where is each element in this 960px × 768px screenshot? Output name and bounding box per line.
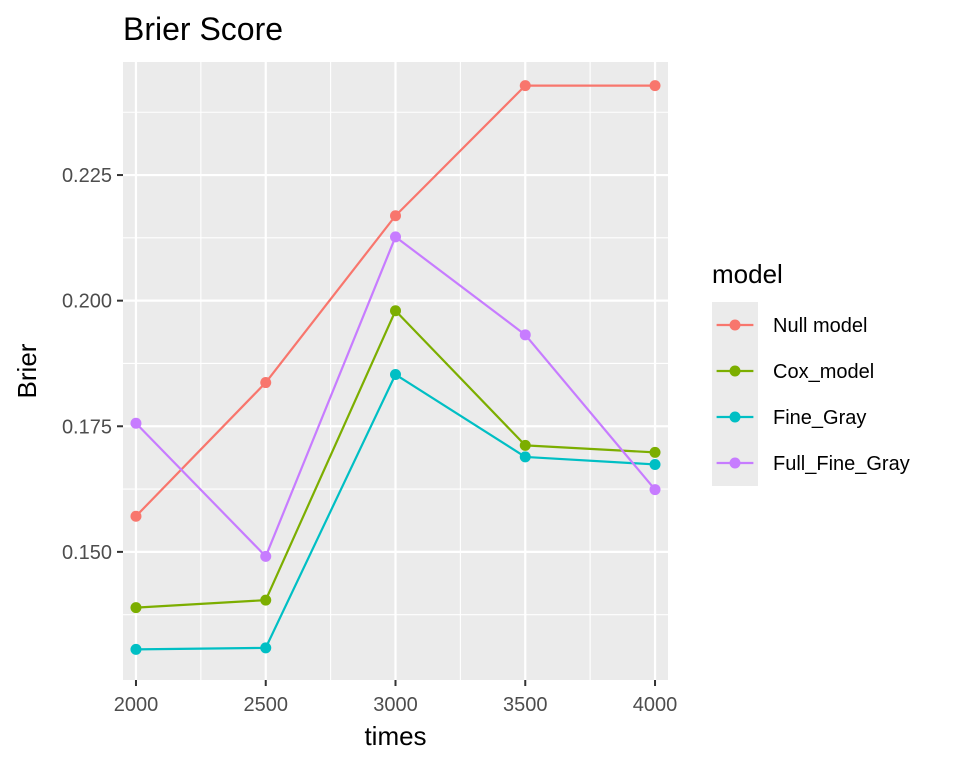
legend-label-cox-model: Cox_model — [773, 361, 874, 383]
y-tick-label: 0.225 — [62, 165, 112, 187]
legend-key-background — [712, 302, 758, 486]
data-point-null-model — [260, 377, 272, 389]
major-gridlines — [123, 62, 668, 680]
data-point-fine-gray — [649, 458, 661, 470]
data-point-null-model — [519, 80, 531, 92]
data-point-cox-model — [519, 439, 531, 451]
x-axis-title: times — [364, 721, 426, 751]
y-tick-label: 0.175 — [62, 416, 112, 438]
x-tick-label: 3000 — [373, 694, 418, 716]
data-point-fine-gray — [260, 642, 272, 654]
legend-label-null-model: Null model — [773, 315, 867, 337]
legend-key-point-cox-model — [729, 365, 741, 377]
series-points — [130, 80, 661, 655]
legend-key-point-fine-gray — [729, 411, 741, 423]
data-point-fine-gray — [130, 643, 142, 655]
data-point-null-model — [649, 80, 661, 92]
x-tick-label: 4000 — [633, 694, 678, 716]
chart-title: Brier Score — [123, 11, 283, 47]
legend-label-full-fine-gray: Full_Fine_Gray — [773, 453, 910, 475]
data-point-null-model — [390, 210, 401, 222]
legend-key-point-null-model — [729, 319, 741, 331]
y-axis-tick-labels: 0.150 0.175 0.200 0.225 — [62, 165, 112, 564]
data-point-full-fine-gray — [390, 231, 401, 243]
data-point-full-fine-gray — [519, 329, 531, 341]
legend-label-fine-gray: Fine_Gray — [773, 407, 866, 429]
data-point-cox-model — [390, 305, 401, 317]
data-point-fine-gray — [519, 451, 531, 463]
data-point-cox-model — [260, 594, 272, 606]
y-axis-title: Brier — [12, 343, 42, 398]
y-tick-label: 0.200 — [62, 291, 112, 313]
data-point-full-fine-gray — [130, 417, 142, 429]
x-tick-label: 3500 — [503, 694, 548, 716]
data-point-cox-model — [649, 446, 661, 458]
data-point-fine-gray — [390, 369, 401, 381]
y-tick-label: 0.150 — [62, 542, 112, 564]
legend-title: model — [712, 259, 783, 289]
data-point-full-fine-gray — [260, 550, 272, 562]
data-point-null-model — [130, 510, 142, 522]
legend-key-point-full-fine-gray — [729, 457, 741, 469]
legend-items: Null model Cox_model Fine_Gray Full_Fine_Gr… — [716, 315, 910, 475]
x-tick-label: 2000 — [114, 694, 159, 716]
data-point-full-fine-gray — [649, 484, 661, 496]
x-axis-tick-labels: 2000 2500 3000 3500 4000 — [114, 694, 678, 716]
data-point-cox-model — [130, 602, 142, 614]
x-tick-label: 2500 — [243, 694, 288, 716]
axis-ticks — [117, 174, 657, 686]
legend: model Null model Cox_model Fine_Gray Full_F… — [712, 259, 910, 486]
